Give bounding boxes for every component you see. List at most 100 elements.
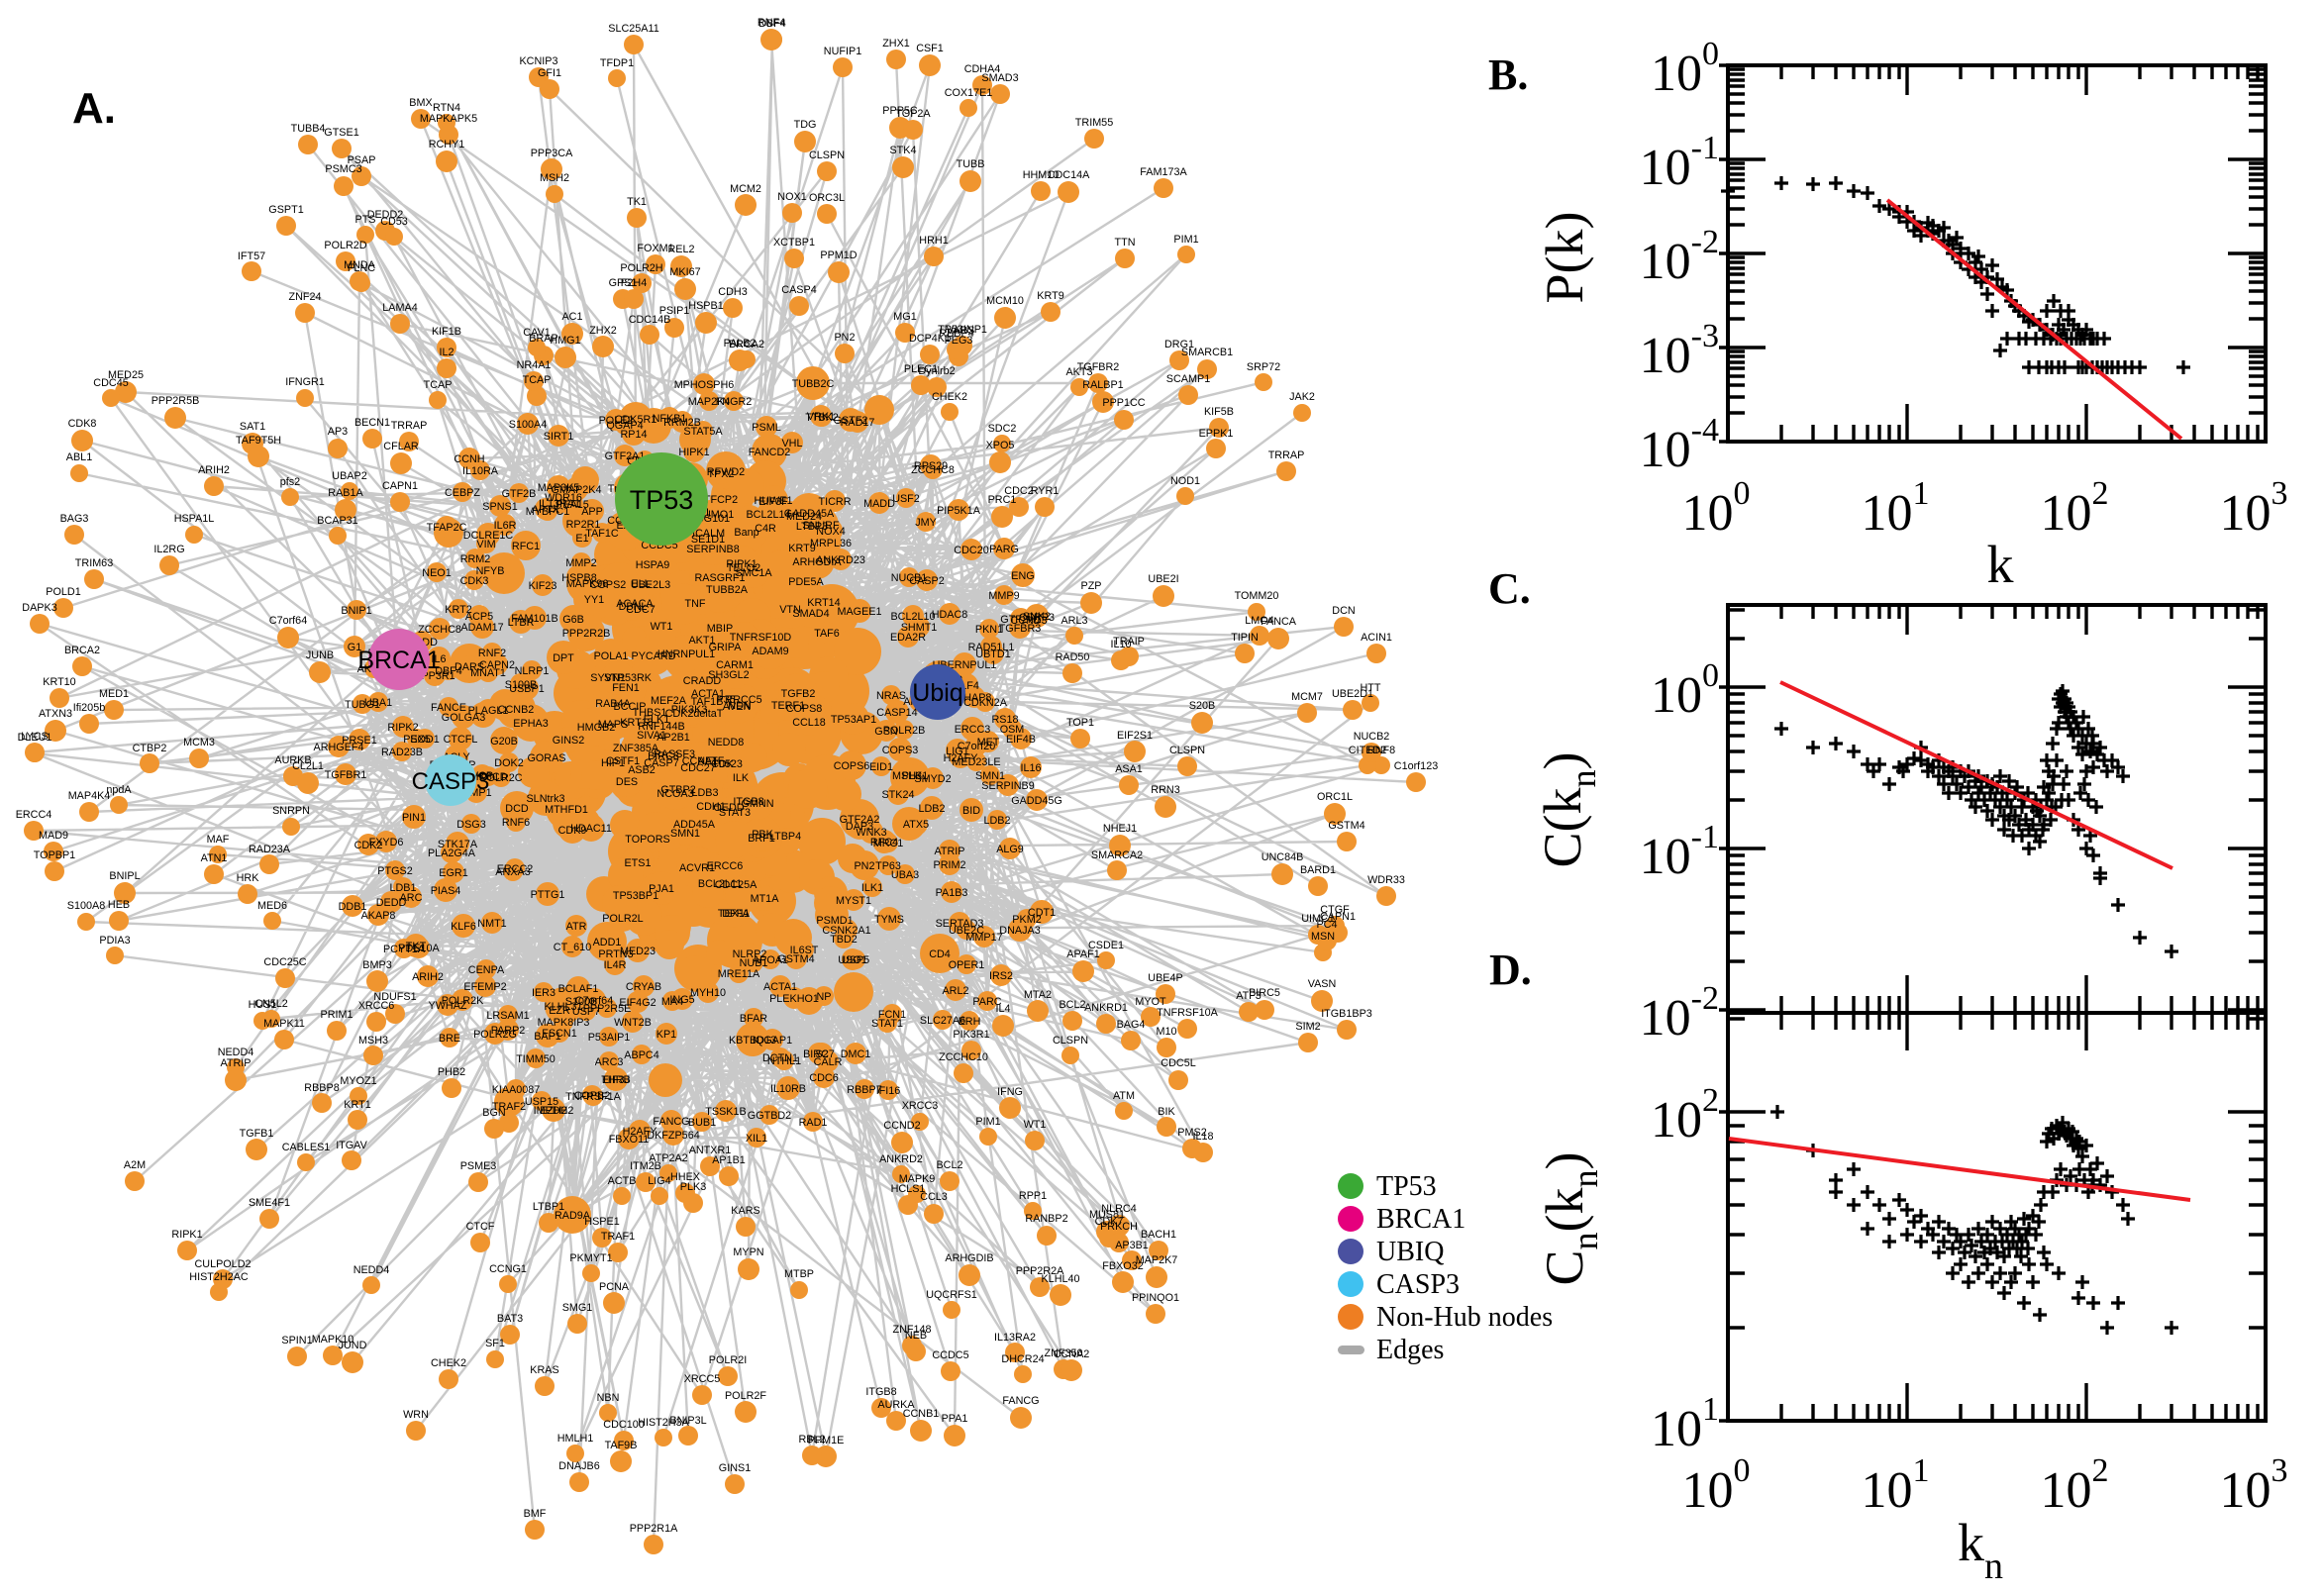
- svg-text:CCL18: CCL18: [792, 717, 826, 729]
- svg-text:MMP17: MMP17: [965, 932, 1002, 944]
- svg-text:GMNN: GMNN: [742, 798, 774, 810]
- svg-text:STP53RK: STP53RK: [604, 672, 653, 684]
- svg-text:NLRP1: NLRP1: [515, 665, 550, 677]
- svg-text:PTGS2: PTGS2: [377, 865, 412, 877]
- svg-text:TOPBP1: TOPBP1: [34, 849, 75, 861]
- svg-text:Ifi205b: Ifi205b: [73, 702, 105, 714]
- svg-text:S100A8: S100A8: [67, 900, 105, 912]
- svg-text:MAPK10: MAPK10: [312, 1334, 354, 1346]
- svg-text:TYMS: TYMS: [874, 914, 904, 926]
- svg-text:PPINQO1: PPINQO1: [1132, 1292, 1179, 1304]
- svg-text:ERCC3: ERCC3: [955, 724, 991, 736]
- svg-text:WRN: WRN: [403, 1409, 429, 1421]
- svg-text:NCOA3: NCOA3: [656, 788, 693, 800]
- svg-text:TDK: TDK: [712, 758, 734, 770]
- svg-text:TRRAP: TRRAP: [391, 420, 428, 432]
- svg-text:RFC1: RFC1: [512, 541, 540, 552]
- svg-text:CD53: CD53: [380, 216, 408, 228]
- svg-text:TUBG1: TUBG1: [345, 699, 380, 711]
- svg-text:IL13RA2: IL13RA2: [994, 1332, 1036, 1344]
- svg-text:PARG: PARG: [989, 544, 1019, 555]
- svg-text:ZCCHC8: ZCCHC8: [911, 464, 955, 476]
- svg-text:DCTN1: DCTN1: [762, 1052, 798, 1064]
- svg-text:SMARCA2: SMARCA2: [1091, 849, 1143, 861]
- svg-text:BCLAF1: BCLAF1: [558, 983, 599, 995]
- svg-text:PPP5C: PPP5C: [882, 105, 918, 117]
- svg-text:PIP5K1A: PIP5K1A: [937, 505, 981, 517]
- svg-text:pfs2: pfs2: [280, 476, 300, 488]
- svg-text:KIF5B: KIF5B: [1204, 406, 1234, 418]
- svg-text:npdA: npdA: [106, 784, 132, 796]
- svg-text:NRAS: NRAS: [876, 690, 906, 702]
- svg-text:BCL2: BCL2: [1059, 999, 1085, 1011]
- svg-text:NFYB: NFYB: [476, 565, 505, 577]
- svg-text:SNRPN: SNRPN: [272, 805, 310, 817]
- svg-text:HCLS1: HCLS1: [891, 1183, 926, 1195]
- svg-text:ANXA3: ANXA3: [495, 866, 530, 878]
- svg-text:ORC3L: ORC3L: [809, 192, 845, 204]
- svg-text:DSG3: DSG3: [456, 819, 485, 831]
- svg-text:ZNF24: ZNF24: [289, 291, 322, 303]
- svg-text:CASP3: CASP3: [412, 768, 490, 795]
- svg-text:CASP2: CASP2: [909, 575, 944, 587]
- svg-text:KRT14: KRT14: [807, 597, 840, 609]
- svg-text:MET: MET: [977, 737, 1000, 748]
- svg-text:PIM1: PIM1: [975, 1116, 1000, 1128]
- svg-text:POLR2K: POLR2K: [442, 995, 484, 1007]
- svg-text:PLEC1: PLEC1: [904, 363, 938, 375]
- svg-text:STAT5A: STAT5A: [683, 426, 723, 438]
- svg-text:NTHL1: NTHL1: [767, 1055, 801, 1067]
- svg-text:APP: APP: [581, 506, 603, 518]
- svg-text:MTBP: MTBP: [784, 1268, 814, 1280]
- svg-text:TRRAP: TRRAP: [1268, 449, 1305, 461]
- svg-text:HSPA9: HSPA9: [636, 559, 670, 571]
- svg-text:KCNIP3: KCNIP3: [519, 55, 557, 67]
- svg-text:WT1: WT1: [1024, 1119, 1047, 1131]
- svg-text:LIG4: LIG4: [648, 1175, 670, 1187]
- svg-text:IL6R: IL6R: [494, 520, 517, 532]
- svg-text:MAPK9: MAPK9: [899, 1173, 936, 1185]
- svg-text:ATRIP: ATRIP: [935, 846, 965, 857]
- svg-text:PKM2: PKM2: [1012, 914, 1041, 926]
- svg-text:IFNGR1: IFNGR1: [285, 376, 325, 388]
- svg-text:KIF1B: KIF1B: [432, 326, 461, 338]
- svg-text:RS18: RS18: [991, 714, 1018, 726]
- svg-text:PPP2R5E: PPP2R5E: [583, 1003, 632, 1015]
- svg-text:ADAM17: ADAM17: [460, 622, 503, 634]
- svg-text:JUND: JUND: [339, 1340, 367, 1351]
- svg-text:BRCA1: BRCA1: [1376, 1204, 1465, 1235]
- svg-text:CDK7: CDK7: [1095, 1216, 1124, 1228]
- svg-text:NEDD8: NEDD8: [708, 737, 745, 748]
- svg-text:GMAP2K4: GMAP2K4: [551, 484, 601, 496]
- svg-text:PIK3R1: PIK3R1: [953, 1029, 989, 1041]
- svg-text:PDE10A: PDE10A: [398, 943, 440, 954]
- svg-text:SRP72: SRP72: [1247, 361, 1280, 373]
- svg-text:NEDD4: NEDD4: [218, 1047, 254, 1058]
- svg-text:RFC4: RFC4: [870, 837, 898, 848]
- svg-text:CABLES1: CABLES1: [282, 1142, 331, 1153]
- svg-text:PKN1: PKN1: [975, 624, 1003, 636]
- svg-text:S100B: S100B: [505, 679, 537, 691]
- svg-text:CASP3: CASP3: [1376, 1269, 1460, 1300]
- svg-text:HHM10: HHM10: [1023, 169, 1060, 181]
- svg-text:NOX1: NOX1: [777, 191, 806, 203]
- svg-text:SYVN1: SYVN1: [590, 672, 625, 684]
- svg-text:IMPDH2: IMPDH2: [534, 1105, 574, 1117]
- svg-text:CLSPN: CLSPN: [1053, 1035, 1088, 1047]
- svg-text:ANKRD23: ANKRD23: [816, 554, 865, 566]
- svg-text:CALR: CALR: [814, 1056, 843, 1068]
- svg-text:XRCC6: XRCC6: [358, 1000, 395, 1012]
- svg-text:ITGB8: ITGB8: [865, 1386, 896, 1398]
- svg-text:RBBP8: RBBP8: [304, 1082, 339, 1094]
- svg-text:P53AIP1: P53AIP1: [588, 1032, 631, 1044]
- svg-text:AC1: AC1: [561, 311, 582, 323]
- svg-text:HNRNPUL1: HNRNPUL1: [657, 648, 715, 660]
- svg-text:TFAP2C: TFAP2C: [427, 522, 467, 534]
- svg-text:GOLGA3: GOLGA3: [442, 712, 485, 724]
- svg-text:IER3: IER3: [532, 987, 556, 999]
- svg-text:CEBPZ: CEBPZ: [445, 487, 480, 499]
- svg-text:CN5L2: CN5L2: [254, 998, 288, 1010]
- svg-text:MEF2A: MEF2A: [651, 695, 687, 707]
- svg-text:RIPK2: RIPK2: [387, 722, 418, 734]
- svg-text:CASP7: CASP7: [644, 757, 678, 769]
